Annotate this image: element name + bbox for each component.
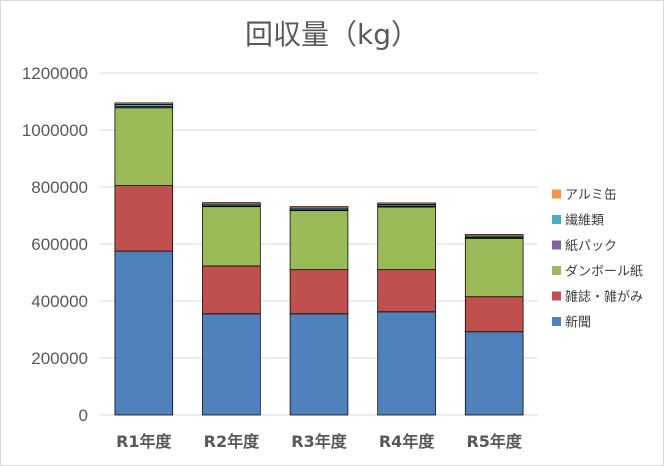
bar-segment (289, 313, 349, 416)
y-tick-label: 400000 (31, 292, 88, 311)
bar-segment (289, 269, 349, 315)
legend-swatch (552, 189, 561, 199)
x-category-label: R1年度 (116, 432, 172, 451)
x-category-label: R4年度 (379, 432, 435, 451)
y-tick-label: 800000 (31, 178, 88, 197)
legend-item: 繊維類 (552, 213, 604, 229)
bar-segment (289, 206, 349, 209)
bar-stack (114, 102, 174, 416)
bar-segment (202, 206, 261, 267)
legend-label: 紙パック (565, 239, 617, 254)
legend-label: 新聞 (565, 315, 591, 331)
y-axis-tick-labels: 0 200000 400000 600000 800000 1000000 1200000 (22, 64, 88, 425)
bar-segment (464, 331, 524, 416)
y-tick-label: 1200000 (22, 64, 88, 83)
bar-segment (377, 311, 436, 416)
bar-segment (377, 202, 436, 205)
y-tick-label: 0 (79, 406, 88, 425)
x-axis-category-labels: R1年度 R2年度 R3年度 R4年度 R5年度 (116, 432, 523, 451)
bar-stack (377, 202, 436, 416)
legend-swatch (552, 291, 561, 301)
y-tick-label: 1000000 (22, 121, 88, 140)
bar-segment (464, 234, 524, 237)
bar-segment (377, 206, 436, 271)
legend-swatch (552, 215, 561, 224)
bar-stack (289, 206, 349, 416)
bar-segment (202, 313, 261, 416)
legend-swatch (552, 266, 561, 275)
chart-title: 回収量（kg） (245, 18, 419, 51)
bar-segment (377, 269, 436, 313)
x-category-label: R5年度 (466, 432, 522, 451)
y-tick-label: 200000 (31, 349, 88, 368)
bar-segment (114, 107, 174, 186)
bar-segment (464, 237, 524, 298)
legend-swatch (552, 317, 561, 326)
legend-item: 雑誌・雑がみ (552, 289, 643, 305)
bar-segment (114, 250, 174, 416)
bar-segment (202, 265, 261, 315)
x-category-label: R2年度 (204, 432, 260, 451)
legend-swatch (552, 240, 561, 250)
bar-segment (202, 202, 261, 205)
bar-segment (464, 296, 524, 333)
legend-label: 繊維類 (565, 213, 604, 229)
bar-stack (202, 202, 261, 416)
bars (114, 102, 524, 416)
bar-stack (464, 234, 524, 416)
legend-item: 新聞 (552, 315, 591, 331)
legend-label: ダンボール紙 (565, 265, 643, 280)
y-tick-label: 600000 (31, 235, 88, 254)
bar-segment (289, 210, 349, 271)
legend-label: 雑誌・雑がみ (565, 289, 643, 305)
legend-item: ダンボール紙 (552, 265, 643, 280)
legend-item: アルミ缶 (552, 188, 617, 203)
bar-segment (114, 102, 174, 105)
x-category-label: R3年度 (291, 432, 347, 451)
bar-segment (114, 185, 174, 252)
legend-label: アルミ缶 (565, 188, 617, 203)
legend-item: 紙パック (552, 239, 617, 254)
